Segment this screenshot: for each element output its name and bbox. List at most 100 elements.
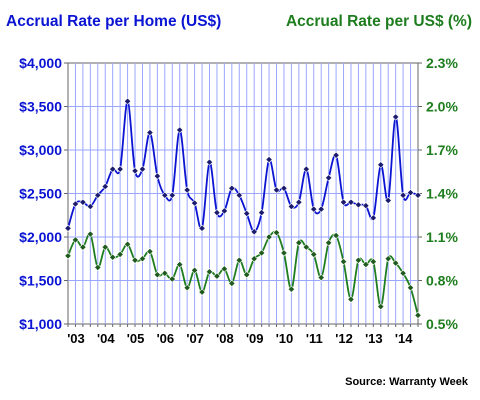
home-data-point [86, 202, 94, 211]
dollar-data-point [347, 295, 355, 303]
home-data-point [183, 186, 191, 194]
home-data-point [354, 201, 363, 209]
dollar-data-point [257, 249, 266, 257]
home-data-point [280, 184, 288, 192]
dollar-data-point [153, 271, 161, 279]
dollar-data-point [272, 229, 281, 237]
home-data-point [235, 191, 243, 199]
home-data-point [123, 97, 132, 105]
y-right-tick-label: 2.3% [426, 55, 458, 71]
x-tick-label: '10 [276, 331, 294, 346]
dollar-data-point [399, 269, 407, 277]
home-data-point [190, 199, 199, 207]
x-tick-label: '12 [335, 331, 353, 346]
dollar-data-point [161, 269, 169, 277]
home-data-point [131, 167, 139, 175]
home-data-point [406, 189, 415, 197]
dollar-data-point [325, 239, 333, 247]
y-left-tick-label: $1,000 [19, 316, 62, 332]
dollar-data-point [339, 258, 348, 266]
y-right-tick-label: 0.5% [426, 316, 458, 332]
dollar-data-point [213, 272, 221, 280]
home-data-point [362, 202, 370, 210]
home-data-point [310, 205, 318, 213]
chart-title-right: Accrual Rate per US$ (%) [286, 13, 472, 30]
home-data-point [332, 151, 340, 159]
home-data-point [295, 198, 303, 206]
dollar-data-point [71, 236, 80, 244]
home-data-point [243, 209, 251, 218]
dollar-data-point [302, 243, 310, 251]
home-data-point [116, 165, 124, 173]
y-right-tick-label: 0.8% [426, 273, 458, 289]
dollar-data-point [384, 255, 392, 263]
dollar-data-point [280, 249, 288, 257]
x-tick-label: '06 [157, 331, 175, 346]
x-tick-label: '04 [97, 331, 115, 346]
dollar-data-point [109, 253, 117, 261]
dollar-data-point [64, 252, 72, 260]
dollar-data-point [369, 258, 377, 266]
dollar-data-point [146, 247, 154, 256]
dollar-data-point [176, 260, 184, 269]
dollar-data-point [131, 256, 139, 264]
series-layer [64, 97, 422, 319]
dollar-data-point [243, 271, 251, 279]
y-left-tick-label: $3,000 [19, 142, 62, 158]
home-data-point [287, 202, 296, 211]
home-data-point [369, 214, 377, 222]
home-data-point [302, 165, 310, 173]
chart-title-left: Accrual Rate per Home (US$) [6, 13, 221, 30]
dollar-data-point [354, 256, 363, 264]
home-data-point [384, 196, 392, 205]
x-tick-label: '07 [186, 331, 204, 346]
home-data-point [101, 182, 109, 191]
dollar-data-point [86, 230, 94, 238]
dollar-data-point [310, 250, 318, 259]
y-right-tick-label: 1.4% [426, 186, 458, 202]
dollar-data-point [183, 284, 191, 292]
dollar-data-point [198, 288, 206, 296]
home-data-point [250, 228, 258, 236]
home-data-point [399, 191, 407, 199]
x-tick-label: '03 [67, 331, 85, 346]
home-data-point [198, 224, 206, 232]
home-data-point [220, 207, 229, 215]
home-data-point [176, 126, 184, 134]
home-data-point [347, 198, 355, 206]
dollar-data-point [265, 233, 273, 241]
dollar-data-point [205, 268, 214, 276]
dollar-data-point [190, 266, 199, 274]
dollar-data-point [362, 260, 370, 269]
home-data-point [168, 191, 176, 199]
y-left-tick-label: $3,500 [19, 99, 62, 115]
dollar-data-point [332, 231, 340, 240]
home-data-point [377, 161, 385, 169]
home-data-point [146, 128, 154, 137]
dollar-data-point [250, 255, 258, 263]
dollar-data-point [101, 243, 109, 251]
home-data-point [317, 205, 325, 213]
home-data-point [138, 165, 147, 173]
dollar-data-point [235, 256, 243, 264]
dollar-data-point [287, 285, 296, 293]
y-right-tick-label: 1.1% [426, 229, 458, 245]
home-data-point [228, 184, 236, 192]
home-data-point [257, 209, 266, 217]
home-data-point [161, 191, 169, 199]
dollar-data-point [406, 284, 415, 292]
home-data-point [272, 186, 281, 194]
dollar-data-point [220, 265, 229, 273]
x-tick-label: '13 [365, 331, 383, 346]
home-data-point [71, 200, 80, 208]
dollar-data-point [317, 273, 325, 282]
x-tick-label: '11 [306, 331, 323, 346]
y-left-tick-label: $1,500 [19, 273, 62, 289]
dollar-data-point [79, 243, 87, 251]
home-data-point [109, 165, 117, 173]
x-tick-label: '08 [216, 331, 234, 346]
home-data-point [325, 174, 333, 182]
home-data-point [414, 191, 422, 199]
